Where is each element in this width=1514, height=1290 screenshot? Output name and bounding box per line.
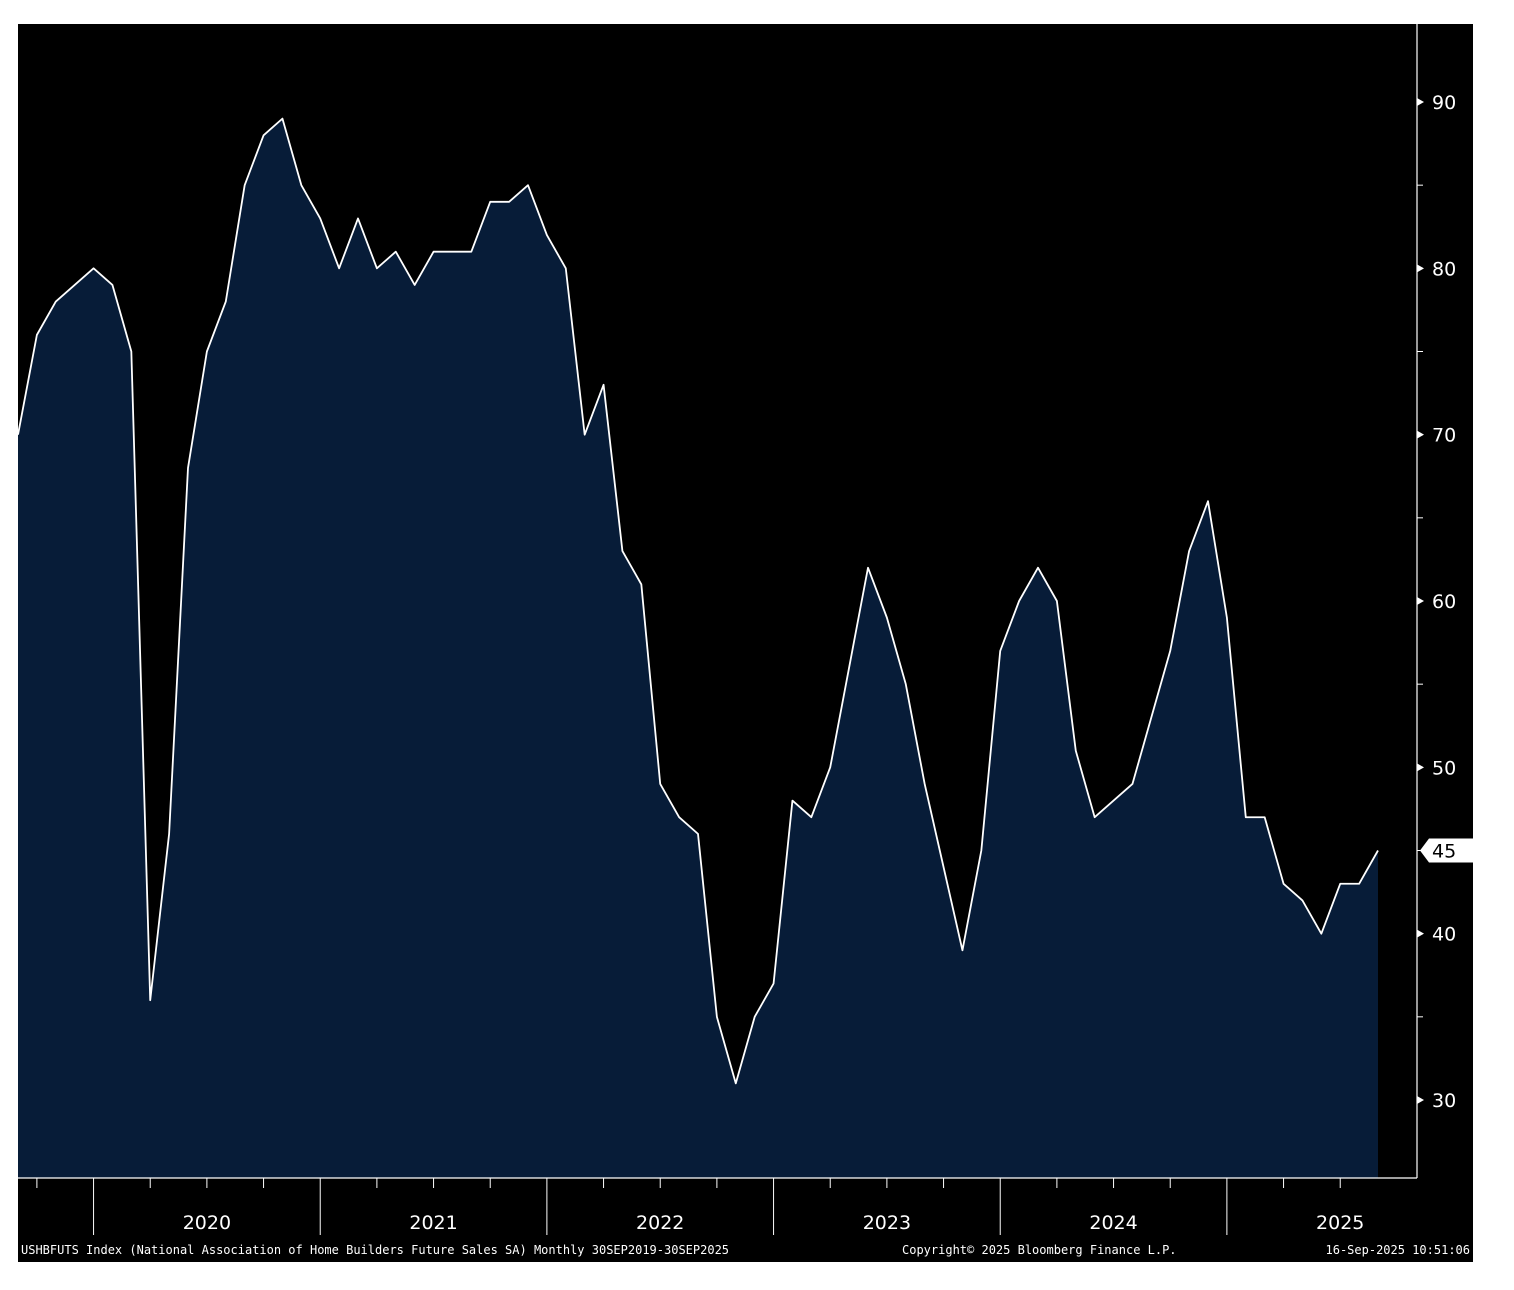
y-tick: [1417, 1096, 1424, 1104]
y-tick: [1417, 597, 1424, 605]
x-year-label: 2021: [409, 1212, 457, 1234]
footer-copyright: Copyright© 2025 Bloomberg Finance L.P.: [902, 1243, 1177, 1257]
x-year-label: 2020: [183, 1212, 231, 1234]
y-tick-label: 70: [1432, 425, 1456, 447]
y-tick: [1417, 763, 1424, 772]
y-tick-label: 30: [1432, 1090, 1456, 1112]
y-tick-label: 80: [1432, 258, 1456, 280]
y-tick-label: 90: [1432, 92, 1456, 114]
y-tick-label: 50: [1432, 757, 1456, 779]
series-area: [18, 118, 1378, 1178]
x-year-label: 2024: [1089, 1212, 1137, 1234]
footer-description: USHBFUTS Index (National Association of …: [21, 1243, 729, 1257]
y-tick-label: 60: [1432, 591, 1456, 613]
y-tick: [1417, 430, 1424, 439]
label-layer: 30 40 50 60 70 80 90 2020 2021 2022 2023 2024 2025 45: [183, 92, 1473, 1234]
y-tick: [1417, 264, 1424, 273]
x-year-label: 2023: [863, 1212, 911, 1234]
y-tick: [1417, 929, 1424, 938]
area-layer: [17, 117, 1379, 1178]
series-line: [17, 117, 1379, 1085]
x-year-label: 2025: [1316, 1212, 1364, 1234]
x-year-label: 2022: [636, 1212, 684, 1234]
y-tick: [1417, 98, 1424, 106]
last-value-label: 45: [1432, 841, 1456, 863]
last-value-marker: [1420, 838, 1473, 863]
footer-timestamp: 16-Sep-2025 10:51:06: [1326, 1243, 1471, 1257]
axis-layer: [18, 24, 1424, 1235]
y-tick-label: 40: [1432, 924, 1456, 946]
